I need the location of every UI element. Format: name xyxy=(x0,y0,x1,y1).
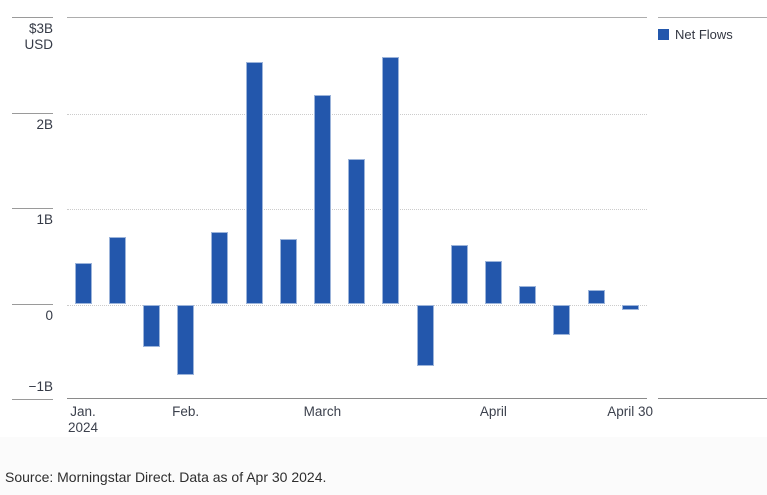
x-axis-label: Jan. xyxy=(70,404,96,419)
y-axis-unit-label: USD xyxy=(24,37,53,52)
net-flows-bar[interactable] xyxy=(211,231,229,305)
x-axis-label: April xyxy=(479,404,507,419)
net-flows-bar[interactable] xyxy=(382,57,400,305)
x-axis-label: March xyxy=(303,404,342,419)
net-flows-bar[interactable] xyxy=(177,304,195,376)
y-tick-label: 0 xyxy=(45,307,53,323)
gridline xyxy=(67,304,647,306)
gridline xyxy=(67,113,647,115)
net-flows-bar[interactable] xyxy=(348,159,366,305)
net-flows-bar[interactable] xyxy=(621,304,639,311)
net-flows-bar[interactable] xyxy=(416,304,434,366)
net-flows-bar[interactable] xyxy=(74,263,92,305)
y-tick-line xyxy=(12,17,53,18)
x-axis-label: Feb. xyxy=(172,404,200,419)
legend-label: Net Flows xyxy=(675,27,733,42)
net-flows-swatch-icon xyxy=(658,29,669,40)
y-tick-line xyxy=(12,303,53,305)
y-tick-label: $3B USD xyxy=(0,21,53,53)
net-flows-bar[interactable] xyxy=(108,236,126,305)
y-tick-label: −1B xyxy=(28,379,53,394)
footer-strip xyxy=(0,437,767,495)
net-flows-bar[interactable] xyxy=(313,95,331,305)
net-flows-bar[interactable] xyxy=(142,304,160,347)
y-tick-line xyxy=(12,399,53,400)
net-flows-bar[interactable] xyxy=(484,260,502,305)
net-flows-bar[interactable] xyxy=(519,286,537,305)
x-axis-year-label: 2024 xyxy=(67,420,99,435)
legend-item-net-flows[interactable]: Net Flows xyxy=(658,18,767,42)
y-tick-label: 1B xyxy=(36,212,53,227)
net-flows-bar[interactable] xyxy=(245,61,263,305)
net-flows-bar[interactable] xyxy=(279,238,297,305)
net-flows-bar[interactable] xyxy=(450,245,468,305)
x-axis-label: April 30 xyxy=(607,404,654,419)
y-tick-line xyxy=(12,112,53,114)
y-tick-label: 2B xyxy=(36,116,53,132)
net-flows-bar[interactable] xyxy=(587,290,605,305)
y-tick-line xyxy=(12,208,53,209)
source-note: Source: Morningstar Direct. Data as of A… xyxy=(5,469,327,485)
net-flows-bar[interactable] xyxy=(553,304,571,336)
plot-area xyxy=(67,17,647,399)
legend-panel: Net Flows xyxy=(658,17,767,399)
